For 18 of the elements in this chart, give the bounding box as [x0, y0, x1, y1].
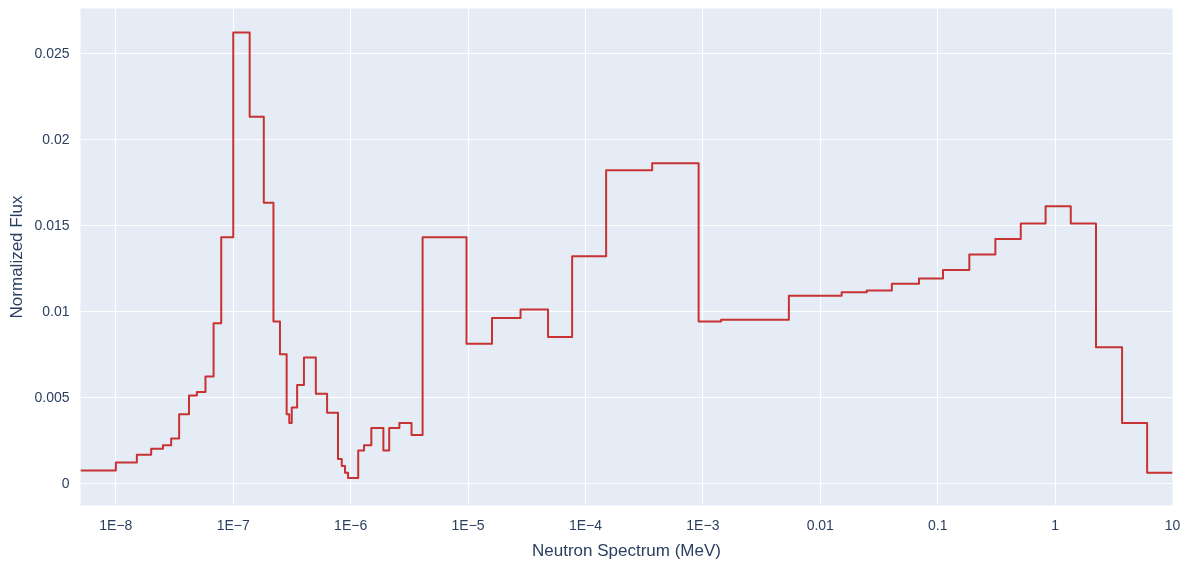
x-tick-label: 1E−3: [686, 516, 720, 533]
x-tick-label: 1E−4: [568, 516, 603, 533]
y-axis-title: Normalized Flux: [7, 195, 27, 319]
x-tick-label: 10: [1164, 516, 1181, 533]
x-tick-label: 0.1: [927, 516, 948, 533]
x-axis-title: Neutron Spectrum (MeV): [532, 540, 721, 560]
y-tick-label: 0.015: [34, 217, 70, 234]
x-tick-label: 0.01: [806, 516, 835, 533]
x-tick-label: 1E−6: [334, 516, 368, 533]
x-tick-label: 1E−8: [99, 516, 133, 533]
x-tick-label: 1: [1051, 516, 1060, 533]
y-tick-label: 0.005: [34, 389, 70, 406]
x-tick-label: 1E−7: [216, 516, 251, 533]
x-tick-label: 1E−5: [451, 516, 485, 533]
y-tick-label: 0.01: [42, 303, 70, 320]
y-tick-label: 0: [61, 475, 70, 492]
y-tick-label: 0.02: [42, 131, 70, 148]
y-tick-label: 0.025: [34, 45, 70, 62]
